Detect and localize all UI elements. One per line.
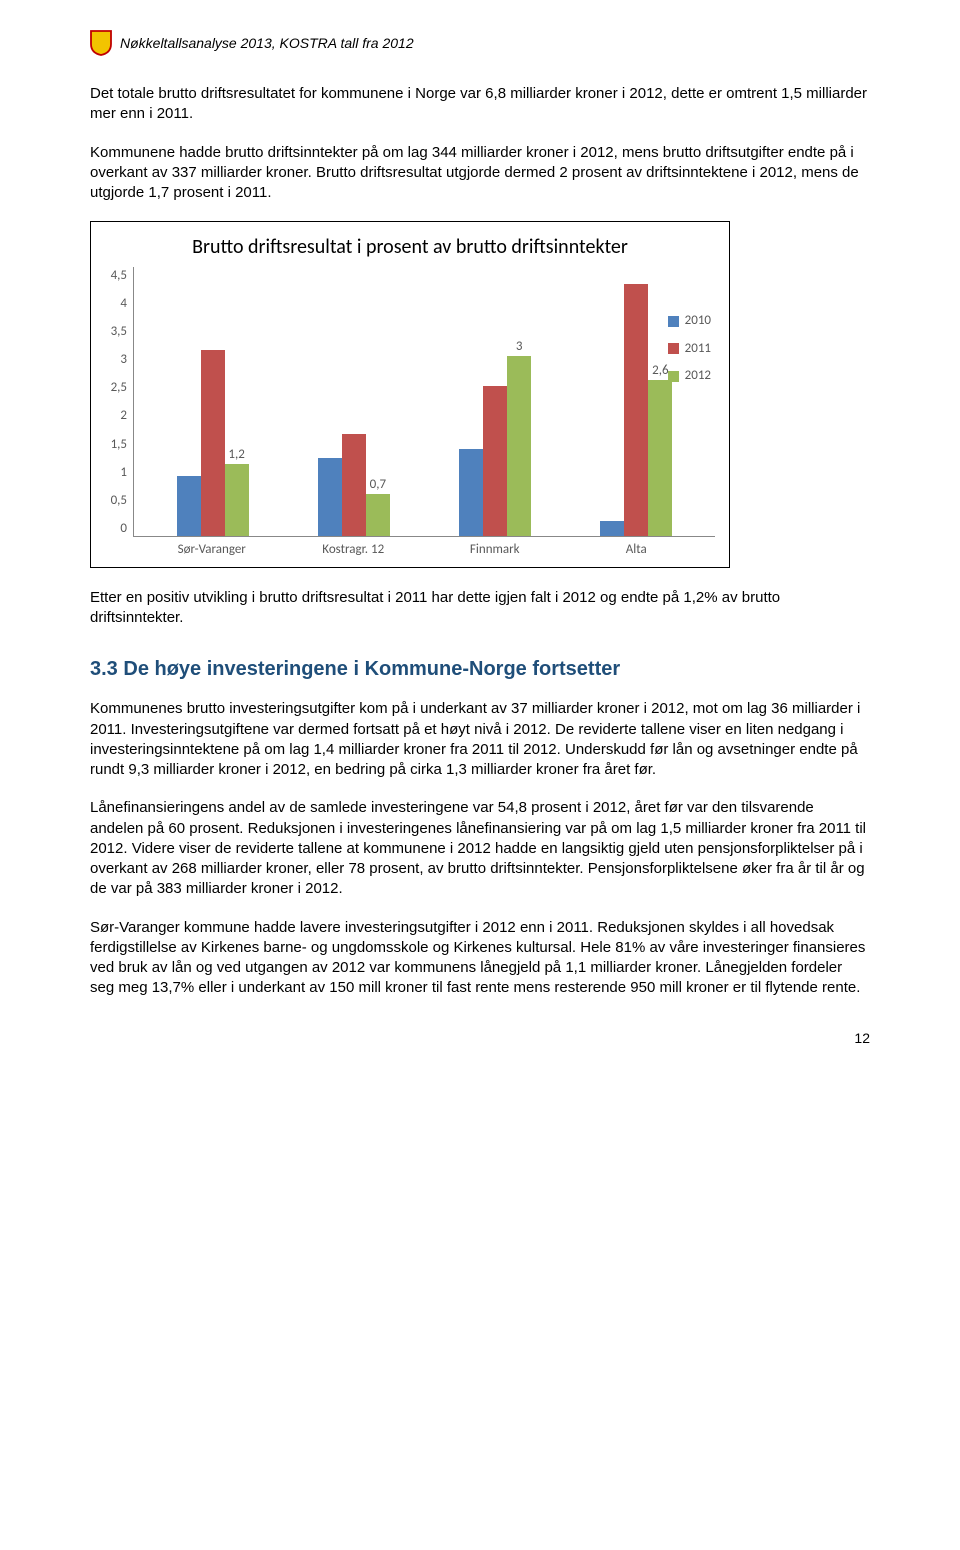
legend-item: 2012 [668,367,711,385]
bar-group: 0,7 [318,434,390,536]
y-tick: 2 [105,407,127,425]
x-tick-label: Sør-Varanger [141,541,283,559]
section-number: 3.3 [90,658,118,680]
bar [483,386,507,536]
bar-data-label: 3 [516,338,523,356]
legend-item: 2010 [668,312,711,330]
chart-container: Brutto driftsresultat i prosent av brutt… [90,221,730,568]
paragraph: Etter en positiv utvikling i brutto drif… [90,588,870,629]
legend-swatch [668,316,679,327]
y-tick: 0 [105,520,127,538]
paragraph: Lånefinansieringens andel av de samlede … [90,798,870,899]
chart-body: 0 0,5 1 1,5 2 2,5 3 3,5 4 4,5 1,2 0,7 3 2,6 [105,267,715,537]
y-axis: 0 0,5 1 1,5 2 2,5 3 3,5 4 4,5 [105,267,133,537]
bar-group: 1,2 [177,350,249,536]
bar-group: 3 [459,356,531,536]
legend-label: 2011 [685,340,711,358]
x-axis-labels: Sør-VarangerKostragr. 12FinnmarkAlta [133,541,715,559]
bar: 0,7 [366,494,390,536]
bar-data-label: 2,6 [652,362,668,380]
page-header: Nøkkeltallsanalyse 2013, KOSTRA tall fra… [90,30,870,56]
paragraph: Kommunenes brutto investeringsutgifter k… [90,699,870,780]
bar-data-label: 1,2 [228,446,244,464]
y-tick: 3,5 [105,323,127,341]
bar: 3 [507,356,531,536]
shield-icon [90,30,112,56]
bar [624,284,648,536]
legend-label: 2010 [685,312,711,330]
y-tick: 1,5 [105,436,127,454]
bar-group: 2,6 [600,284,672,536]
y-tick: 4,5 [105,267,127,285]
document-page: Nøkkeltallsanalyse 2013, KOSTRA tall fra… [0,0,960,1077]
bar [342,434,366,536]
bar: 1,2 [225,464,249,536]
bar-data-label: 0,7 [370,476,386,494]
bar [600,521,624,536]
chart-title: Brutto driftsresultat i prosent av brutt… [105,234,715,261]
bar [459,449,483,536]
section-heading: 3.3 De høye investeringene i Kommune-Nor… [90,656,870,683]
bar [177,476,201,536]
bar: 2,6 [648,380,672,536]
page-number: 12 [90,1029,870,1048]
legend-swatch [668,371,679,382]
header-text: Nøkkeltallsanalyse 2013, KOSTRA tall fra… [120,34,414,53]
y-tick: 3 [105,351,127,369]
x-tick-label: Finnmark [424,541,566,559]
legend-label: 2012 [685,367,711,385]
x-tick-label: Alta [566,541,708,559]
section-title: De høye investeringene i Kommune-Norge f… [123,658,620,680]
paragraph: Sør-Varanger kommune hadde lavere invest… [90,918,870,999]
y-tick: 0,5 [105,492,127,510]
x-tick-label: Kostragr. 12 [283,541,425,559]
chart-legend: 2010 2011 2012 [668,312,711,395]
chart-plot: 1,2 0,7 3 2,6 [133,267,715,537]
paragraph: Det totale brutto driftsresultatet for k… [90,84,870,125]
y-tick: 4 [105,295,127,313]
legend-swatch [668,343,679,354]
bar [201,350,225,536]
paragraph: Kommunene hadde brutto driftsinntekter p… [90,143,870,204]
y-tick: 2,5 [105,379,127,397]
legend-item: 2011 [668,340,711,358]
y-tick: 1 [105,464,127,482]
bar [318,458,342,536]
